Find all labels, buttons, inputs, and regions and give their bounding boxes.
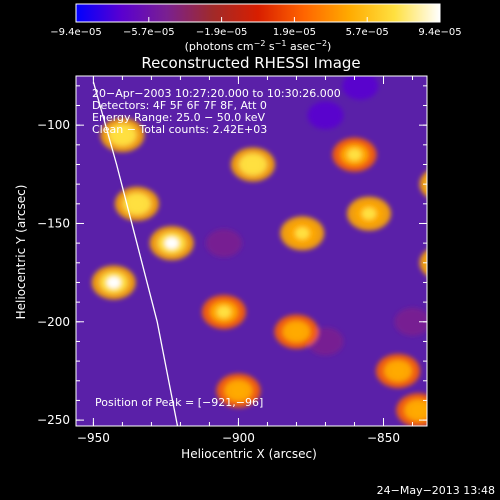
source-core <box>457 301 485 323</box>
y-tick-label: −250 <box>37 413 70 427</box>
annotation-time: 20−Apr−2003 10:27:20.000 to 10:30:26.000 <box>92 87 341 100</box>
source-core <box>428 173 456 195</box>
source-peak <box>245 158 260 171</box>
source-halo <box>449 118 493 152</box>
axis-ticks <box>76 76 427 426</box>
source-peak <box>411 404 426 417</box>
y-tick-label: −100 <box>37 118 70 132</box>
colorbar-tick-label: −1.9e−05 <box>196 27 248 38</box>
source-peak <box>231 384 246 397</box>
dark-source <box>342 76 379 100</box>
source-peak <box>106 276 121 289</box>
colorbar-tick-label: 9.4e−05 <box>418 27 461 38</box>
colorbar: −9.4e−05 −5.7e−05 −1.9e−05 1.9e−05 5.7e−05 9.… <box>50 3 462 53</box>
x-tick-labels: −950−900−850−800 <box>77 431 400 445</box>
source-peak <box>164 237 179 250</box>
x-tick-label: −900 <box>222 431 255 445</box>
colorbar-tick-label: −9.4e−05 <box>50 27 102 38</box>
source-peak <box>464 306 478 318</box>
annotation-energy: Energy Range: 25.0 − 50.0 keV <box>92 111 266 124</box>
plot-area: −950−900−850−800 −100−150−200−250 20−Apr… <box>37 75 500 445</box>
dark-source <box>205 229 242 258</box>
annotation-detectors: Detectors: 4F 5F 6F 7F 8F, Att 0 <box>92 99 267 112</box>
source-peak <box>115 128 130 141</box>
source-peak <box>435 257 449 269</box>
source-peak <box>129 197 144 210</box>
annotation-peak: Position of Peak = [−921,−96] <box>95 396 263 409</box>
source-core <box>457 124 485 146</box>
source-core <box>486 212 500 234</box>
source-peak <box>295 227 310 240</box>
y-tick-labels: −100 −150 −200 −250 <box>37 118 70 427</box>
source-peak <box>347 148 362 161</box>
solar-limb-curve <box>92 81 179 426</box>
colorbar-units: (photons cm−2 s−1 asec−2) <box>185 39 332 53</box>
x-tick-label: −850 <box>367 431 400 445</box>
source-peak <box>493 217 500 229</box>
colorbar-tick-label: 1.9e−05 <box>273 27 316 38</box>
source-peak <box>390 364 405 377</box>
colorbar-fill <box>75 3 441 23</box>
annotation-clean: Clean − Total counts: 2.42E+03 <box>92 123 267 136</box>
colorbar-tick-label: −5.7e−05 <box>123 27 175 38</box>
source-halo <box>449 295 493 329</box>
colorbar-tick-label: 5.7e−05 <box>346 27 389 38</box>
chart-title: Reconstructed RHESSI Image <box>141 54 360 72</box>
dark-source <box>307 101 344 130</box>
dark-source <box>394 307 427 336</box>
colorbar-tick-labels: −9.4e−05 −5.7e−05 −1.9e−05 1.9e−05 5.7e−05 9.… <box>50 27 461 38</box>
source-core <box>428 252 456 274</box>
source-peak <box>289 325 304 338</box>
x-axis-label: Heliocentric X (arcsec) <box>181 447 317 461</box>
y-tick-label: −200 <box>37 315 70 329</box>
y-axis-label: Heliocentric Y (arcsec) <box>14 185 28 320</box>
x-tick-label: −950 <box>77 431 110 445</box>
source-peak <box>361 207 376 220</box>
colorbar-ticks <box>75 17 441 22</box>
source-peak <box>216 305 231 318</box>
source-peak <box>435 178 449 190</box>
footer-timestamp: 24−May−2013 13:48 <box>377 484 495 497</box>
intensity-map <box>91 76 500 426</box>
source-halo <box>478 206 500 240</box>
y-tick-label: −150 <box>37 216 70 230</box>
source-peak <box>464 129 478 141</box>
plot-frame <box>75 75 428 427</box>
